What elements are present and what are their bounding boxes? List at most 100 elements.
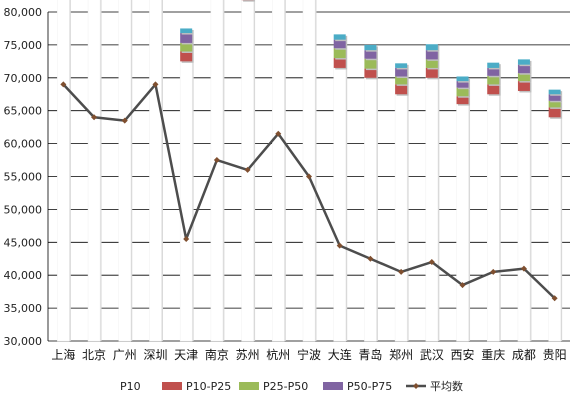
bar-segment: [517, 64, 530, 74]
y-tick-label: 75,000: [4, 39, 43, 52]
x-tick-label: 北京: [82, 348, 106, 362]
bar-segment: [149, 0, 162, 342]
x-axis: 上海 北京 广州 深圳 天津 南京 苏州 杭州 宁波 大连 青岛 郑州 武汉 西安 重庆 成都 贵阳: [51, 347, 566, 362]
average-point: [367, 255, 374, 262]
x-tick-label: 重庆: [481, 348, 505, 362]
legend-label: P25-P50: [263, 380, 308, 393]
average-point: [275, 130, 282, 137]
bar-segment: [394, 94, 408, 342]
y-tick-label: 50,000: [4, 203, 43, 216]
bar-segment: [364, 77, 377, 342]
bar-segment: [395, 63, 408, 68]
average-point: [428, 259, 435, 266]
bar-segment: [179, 61, 193, 342]
y-axis: 30,000 35,000 40,000 45,000 50,000 55,000 60,0…: [4, 6, 49, 348]
bar-shadow: [243, 0, 256, 2]
legend-swatch: [162, 382, 182, 390]
bar-segment: [486, 94, 500, 342]
legend-label: P10-P25: [186, 380, 231, 393]
average-point: [459, 282, 466, 289]
average-point: [551, 295, 558, 302]
x-tick-label: 杭州: [266, 347, 290, 362]
bar-segment: [487, 75, 500, 85]
bar-segment: [180, 33, 193, 43]
bar-segment: [456, 81, 469, 88]
y-tick-label: 80,000: [4, 6, 43, 19]
average-point: [91, 114, 98, 121]
x-tick-label: 武汉: [420, 348, 444, 362]
bar-segment: [364, 68, 377, 78]
legend-swatch: [239, 382, 259, 390]
bar-segment: [333, 48, 346, 59]
average-point: [60, 81, 67, 88]
bar-segment: [333, 58, 346, 68]
average-point: [183, 236, 190, 243]
bar-segment: [487, 84, 500, 95]
bar-segment: [456, 103, 469, 342]
y-tick-label: 70,000: [4, 72, 43, 85]
y-tick-label: 45,000: [4, 236, 43, 249]
bar-segment: [333, 39, 346, 49]
average-point: [152, 81, 159, 88]
bar-segment: [548, 107, 561, 118]
x-tick-label: 上海: [51, 347, 75, 362]
x-tick-label: 大连: [328, 347, 352, 362]
x-tick-label: 郑州: [389, 347, 413, 362]
bar-segment: [180, 42, 193, 52]
bar-segment: [180, 28, 193, 34]
bar-segment: [425, 59, 438, 68]
bar-segment: [548, 117, 561, 342]
bar-segment: [456, 87, 469, 97]
x-tick-label: 青岛: [358, 347, 382, 362]
bar-segment: [456, 96, 469, 105]
legend-label: P10: [120, 380, 141, 393]
legend-label: P50-P75: [347, 380, 392, 393]
y-tick-label: 35,000: [4, 302, 43, 315]
bar-segment: [333, 67, 346, 342]
bar-segment: [425, 77, 439, 342]
legend-marker: [413, 383, 419, 389]
bar-segment: [272, 0, 285, 342]
bar-segment: [456, 76, 469, 82]
bar-segment: [395, 67, 408, 77]
average-point: [398, 268, 405, 275]
bar-segment: [364, 58, 377, 69]
y-tick-label: 30,000: [4, 335, 43, 348]
y-tick-label: 40,000: [4, 269, 43, 282]
bar-segment: [487, 62, 500, 68]
y-tick-label: 60,000: [4, 138, 43, 151]
bar-segment: [517, 59, 530, 65]
bar-segment: [210, 0, 224, 342]
bar-segment: [425, 44, 438, 51]
average-point: [213, 157, 220, 164]
bar-segment: [517, 90, 531, 342]
legend-swatch: [323, 382, 343, 390]
x-tick-label: 贵阳: [543, 348, 567, 362]
legend: P10 P10-P25 P25-P50 P50-P75 平均数: [120, 380, 463, 393]
bar-segment: [487, 67, 500, 76]
x-tick-label: 苏州: [236, 348, 260, 362]
x-tick-label: 广州: [113, 348, 137, 362]
bar-segment: [548, 89, 561, 95]
bar-segment: [425, 50, 438, 60]
legend-label: 平均数: [430, 380, 463, 393]
bar-segment: [364, 50, 377, 59]
average-point: [336, 242, 343, 249]
average-point: [244, 166, 251, 173]
bar-segment: [333, 34, 346, 40]
y-tick-label: 65,000: [4, 105, 43, 118]
bar-segment: [364, 44, 377, 51]
x-tick-label: 天津: [174, 348, 198, 362]
average-point: [490, 268, 497, 275]
bar-segment: [180, 51, 193, 62]
bar-segment: [548, 100, 561, 108]
x-tick-label: 深圳: [143, 348, 167, 362]
bar-segment: [118, 0, 132, 342]
bar-segment: [395, 84, 408, 95]
average-point: [520, 265, 527, 272]
bar-segment: [548, 94, 561, 101]
bar-segment: [425, 67, 438, 78]
bar-segment: [517, 81, 530, 91]
average-line: [60, 81, 558, 302]
